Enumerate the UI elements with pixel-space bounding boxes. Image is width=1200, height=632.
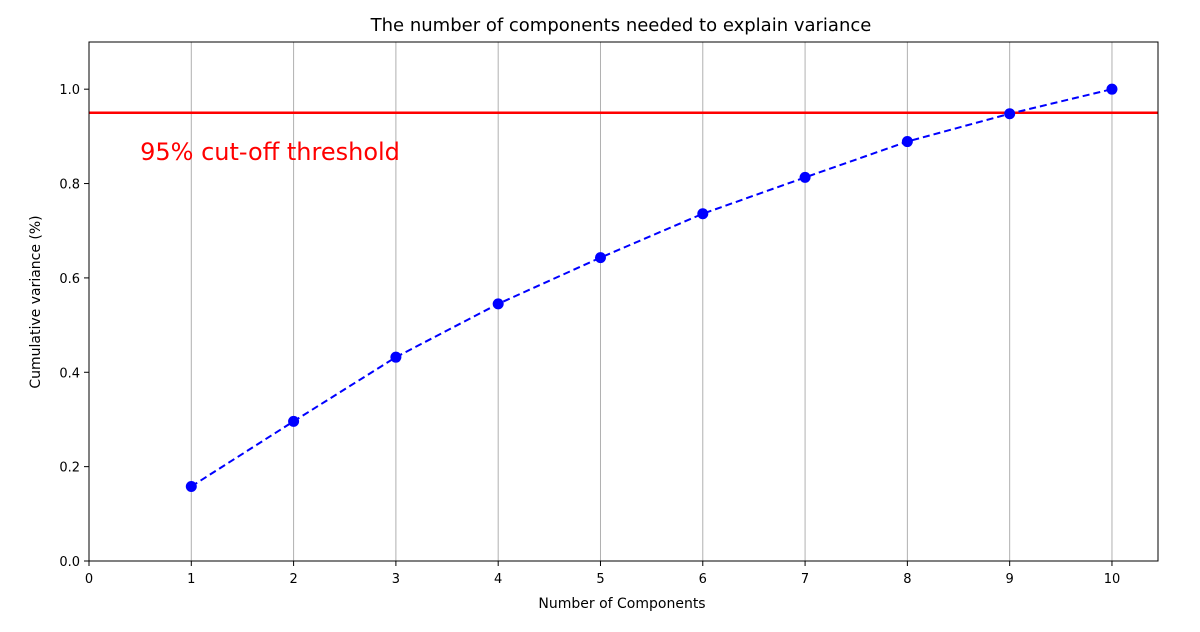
data-point [390,351,402,363]
data-point [1004,108,1016,120]
x-axis-ticks: 0 1 2 3 4 5 6 7 8 9 10 [85,561,1120,587]
chart-title: The number of components needed to expla… [370,15,872,36]
y-axis-label: Cumulative variance (%) [28,215,44,388]
y-tick-label: 0.4 [59,366,80,381]
y-tick-label: 0.0 [59,555,80,570]
series-layer [185,83,1118,492]
x-tick-label: 9 [1006,572,1014,587]
data-point [594,252,606,264]
grid-lines [190,42,1113,561]
x-tick-label: 3 [392,572,400,587]
data-point [1106,83,1118,95]
y-tick-label: 0.6 [59,272,80,287]
x-tick-label: 4 [494,572,502,587]
y-tick-label: 0.2 [59,461,80,476]
x-tick-label: 8 [903,572,911,587]
data-point [697,208,709,220]
data-point [492,298,504,310]
data-point [288,415,300,427]
series-line [190,88,1113,488]
y-tick-label: 1.0 [59,83,80,98]
x-tick-label: 7 [801,572,809,587]
x-tick-label: 6 [699,572,707,587]
plot-frame [88,41,1159,562]
data-point [185,480,197,492]
threshold-annotation: 95% cut-off threshold [140,138,400,166]
y-tick-label: 0.8 [59,178,80,193]
x-tick-label: 0 [85,572,93,587]
x-tick-label: 5 [596,572,604,587]
data-point [799,171,811,183]
data-point [901,136,913,148]
x-tick-label: 1 [187,572,195,587]
x-axis-label: Number of Components [538,596,705,612]
y-axis-ticks: 0.0 0.2 0.4 0.6 0.8 1.0 [59,83,89,570]
x-tick-label: 2 [289,572,297,587]
x-tick-label: 10 [1104,572,1121,587]
